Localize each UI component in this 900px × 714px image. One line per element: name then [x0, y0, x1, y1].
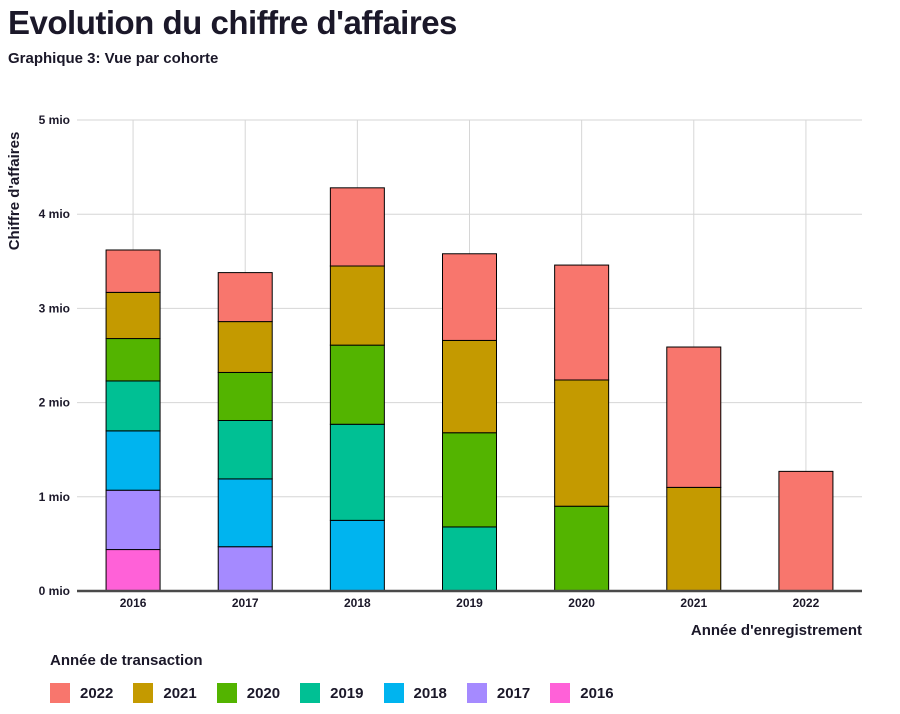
legend-item-2016: 2016 — [550, 683, 614, 703]
bar-segment-2022-2022 — [778, 470, 834, 592]
x-axis-label: Année d'enregistrement — [691, 622, 862, 639]
bar-segment-2017-2018 — [217, 478, 273, 548]
legend-swatch — [300, 683, 321, 703]
legend-label: 2019 — [330, 684, 364, 702]
legend-item-2020: 2020 — [216, 683, 281, 703]
bar-segment-2017-2020 — [217, 371, 273, 421]
y-tick-label: 2 mio — [39, 396, 70, 410]
chart-subtitle: Graphique 3: Vue par cohorte — [8, 50, 219, 67]
bar-segment-2020-2020 — [554, 505, 610, 592]
legend-label: 2016 — [580, 684, 614, 702]
legend-swatch — [550, 683, 571, 703]
bar-segment-2016-2019 — [105, 380, 161, 432]
x-tick-label: 2016 — [120, 596, 147, 610]
legend-swatch — [383, 683, 404, 703]
bar-segment-2020-2022 — [554, 264, 610, 381]
legend-label: 2018 — [413, 684, 447, 702]
bar-segment-2019-2020 — [442, 432, 497, 528]
x-tick-label: 2019 — [456, 596, 483, 610]
legend: 2022 2021 2020 2019 2018 2017 2016 — [50, 683, 634, 703]
chart-title: Evolution du chiffre d'affaires — [8, 4, 457, 41]
legend-title: Année de transaction — [50, 652, 203, 669]
y-tick-label: 3 mio — [39, 301, 70, 315]
legend-label: 2022 — [80, 684, 114, 702]
bar-segment-2018-2018 — [329, 519, 385, 592]
bar-segment-2020-2021 — [554, 379, 610, 507]
legend-swatch — [50, 683, 70, 703]
y-axis-label: Chiffre d'affaires — [6, 132, 23, 251]
bar-segment-2016-2022 — [105, 249, 161, 293]
bar-segment-2017-2019 — [217, 419, 273, 480]
legend-swatch — [216, 683, 237, 703]
x-tick-label: 2018 — [344, 596, 371, 610]
legend-item-2021: 2021 — [133, 683, 197, 703]
bar-segment-2019-2021 — [442, 339, 497, 434]
legend-label: 2020 — [246, 684, 281, 702]
bar-segment-2017-2017 — [217, 546, 273, 592]
axis-layer: 0 mio 1 mio 2 mio 3 mio 4 mio 5 mio 2016 2017 20… — [39, 113, 862, 610]
x-tick-label: 2020 — [568, 596, 595, 610]
y-tick-label: 5 mio — [39, 113, 70, 127]
legend-label: 2021 — [163, 684, 197, 702]
legend-item-2022: 2022 — [50, 683, 113, 703]
bar-segment-2019-2019 — [442, 526, 497, 592]
bar-segment-2016-2021 — [105, 291, 161, 340]
y-tick-label: 0 mio — [39, 584, 70, 598]
bar-segment-2018-2020 — [329, 344, 385, 425]
x-tick-label: 2021 — [680, 596, 707, 610]
legend-label: 2017 — [496, 684, 531, 702]
legend-swatch — [466, 683, 487, 703]
bar-segment-2016-2017 — [105, 489, 161, 551]
x-tick-label: 2022 — [793, 596, 820, 610]
legend-swatch — [133, 683, 154, 703]
bar-segment-2018-2019 — [329, 423, 385, 521]
legend-item-2019: 2019 — [300, 683, 364, 703]
y-tick-label: 1 mio — [39, 490, 70, 504]
bar-segment-2016-2018 — [105, 430, 161, 491]
bar-segment-2018-2022 — [329, 187, 385, 267]
legend-item-2017: 2017 — [466, 683, 531, 703]
legend-item-2018: 2018 — [383, 683, 447, 703]
y-tick-label: 4 mio — [39, 207, 70, 221]
bar-segment-2018-2021 — [329, 265, 385, 346]
bar-segment-2019-2022 — [442, 253, 497, 341]
bar-segment-2021-2022 — [666, 346, 722, 488]
bar-segment-2016-2016 — [105, 549, 161, 592]
bar-segment-2016-2020 — [105, 338, 161, 382]
x-tick-label: 2017 — [232, 596, 259, 610]
bar-segment-2017-2022 — [217, 272, 273, 323]
bar-segment-2017-2021 — [217, 321, 273, 373]
bar-segment-2021-2021 — [666, 486, 722, 592]
